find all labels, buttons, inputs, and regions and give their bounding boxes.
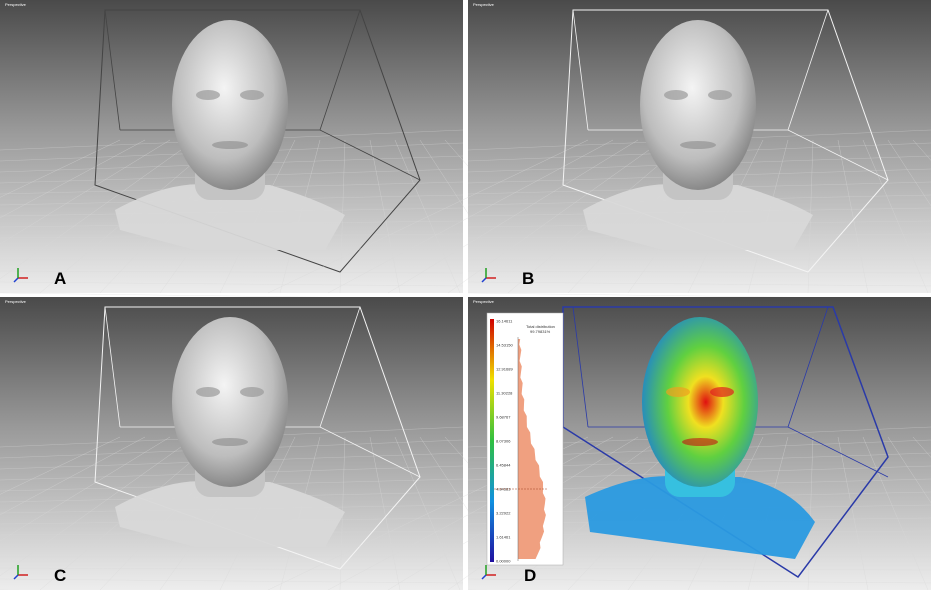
colorbar-tick: 9.68767 — [496, 415, 511, 420]
bounding-box-edge — [572, 306, 589, 428]
colorbar-tick: 11.30228 — [496, 391, 513, 396]
mouth — [212, 438, 248, 446]
bounding-box-edge — [104, 306, 121, 428]
panel-letter: D — [524, 566, 536, 585]
shoulders — [115, 184, 345, 250]
floor-grid — [0, 139, 146, 219]
floor-grid — [837, 139, 869, 294]
eye-right — [710, 387, 734, 397]
eye-left — [664, 90, 688, 100]
head — [172, 20, 288, 190]
colorbar: 16.14611 14.53150 12.91689 11.30228 9.68767 8… — [486, 312, 564, 566]
bounding-box-edge — [787, 306, 829, 428]
distribution-histogram — [518, 339, 546, 559]
colorbar-tick: 0.00000 — [496, 559, 511, 564]
floor-grid — [862, 139, 929, 294]
floor-grid — [0, 567, 464, 571]
floor-grid — [0, 436, 121, 495]
floor-grid — [447, 139, 664, 294]
eye-left — [196, 90, 220, 100]
colorbar-tick: 3.22922 — [496, 511, 511, 516]
floor-grid — [0, 270, 464, 274]
view-name: Perspective — [473, 299, 495, 304]
floor-grid — [467, 578, 931, 584]
colorbar-scale — [490, 319, 494, 562]
shoulders — [115, 481, 345, 547]
floor-grid — [369, 436, 401, 590]
axis-z — [481, 574, 487, 580]
head — [640, 20, 756, 190]
viewport: Perspective A — [0, 0, 581, 300]
panel-letter: B — [522, 269, 534, 288]
shoulders — [583, 184, 813, 250]
distribution-total: 99.79831% — [530, 329, 551, 334]
bounding-box-edge — [787, 9, 829, 131]
shoulders — [585, 476, 815, 559]
view-name: Perspective — [5, 299, 27, 304]
axis-z — [13, 277, 19, 283]
floor-grid — [387, 139, 639, 294]
mouth — [682, 438, 718, 446]
colorbar-tick: 8.07306 — [496, 439, 511, 444]
colorbar-tick: 14.53150 — [496, 343, 513, 348]
bounding-box-edge — [104, 9, 121, 131]
bounding-box-edge — [319, 306, 361, 428]
bounding-box-edge — [319, 9, 361, 131]
axis-z — [481, 277, 487, 283]
floor-grid — [887, 436, 931, 504]
colorbar-tick: 16.14611 — [496, 319, 513, 324]
eye-left — [196, 387, 220, 397]
floor-grid — [467, 281, 931, 287]
eye-right — [708, 90, 732, 100]
head — [172, 317, 288, 487]
colorbar-tick: 1.61461 — [496, 535, 511, 540]
colorbar-tick: 12.91689 — [496, 367, 513, 372]
floor-grid — [0, 139, 121, 198]
view-name: Perspective — [5, 2, 27, 7]
floor-grid — [327, 436, 614, 590]
floor-grid — [467, 270, 931, 274]
floor-grid — [0, 578, 464, 584]
panel-letter: C — [54, 566, 66, 585]
floor-grid — [0, 436, 196, 577]
floor-grid — [327, 139, 614, 294]
floor-grid — [887, 139, 931, 207]
floor-grid — [0, 139, 196, 280]
eye-left — [666, 387, 690, 397]
floor-grid — [267, 139, 589, 294]
floor-grid — [0, 281, 464, 287]
bounding-box-edge — [572, 9, 589, 131]
floor-grid — [467, 567, 931, 571]
bounding-box — [94, 9, 421, 273]
view-name: Perspective — [473, 2, 495, 7]
floor-grid — [837, 436, 869, 590]
bounding-box — [94, 306, 421, 570]
viewport: Perspective C — [0, 297, 581, 590]
panel-letter: A — [54, 269, 66, 288]
mouth — [680, 141, 716, 149]
floor-grid — [369, 139, 401, 294]
viewport: Perspective B — [267, 0, 931, 300]
eye-right — [240, 387, 264, 397]
floor-grid — [807, 436, 814, 590]
colorbar-tick: 6.45844 — [496, 463, 511, 468]
distribution-caption: Total distribution — [526, 324, 555, 329]
floor-grid — [0, 436, 146, 516]
eye-right — [240, 90, 264, 100]
floor-grid — [0, 139, 171, 245]
bounding-box — [562, 9, 889, 273]
mouth — [212, 141, 248, 149]
floor-grid — [0, 436, 171, 542]
head — [642, 317, 758, 487]
floor-grid — [862, 436, 929, 590]
axis-z — [13, 574, 19, 580]
viewport: Perspective D 16.14611 14.53150 12.91689 11.3… — [267, 297, 931, 590]
